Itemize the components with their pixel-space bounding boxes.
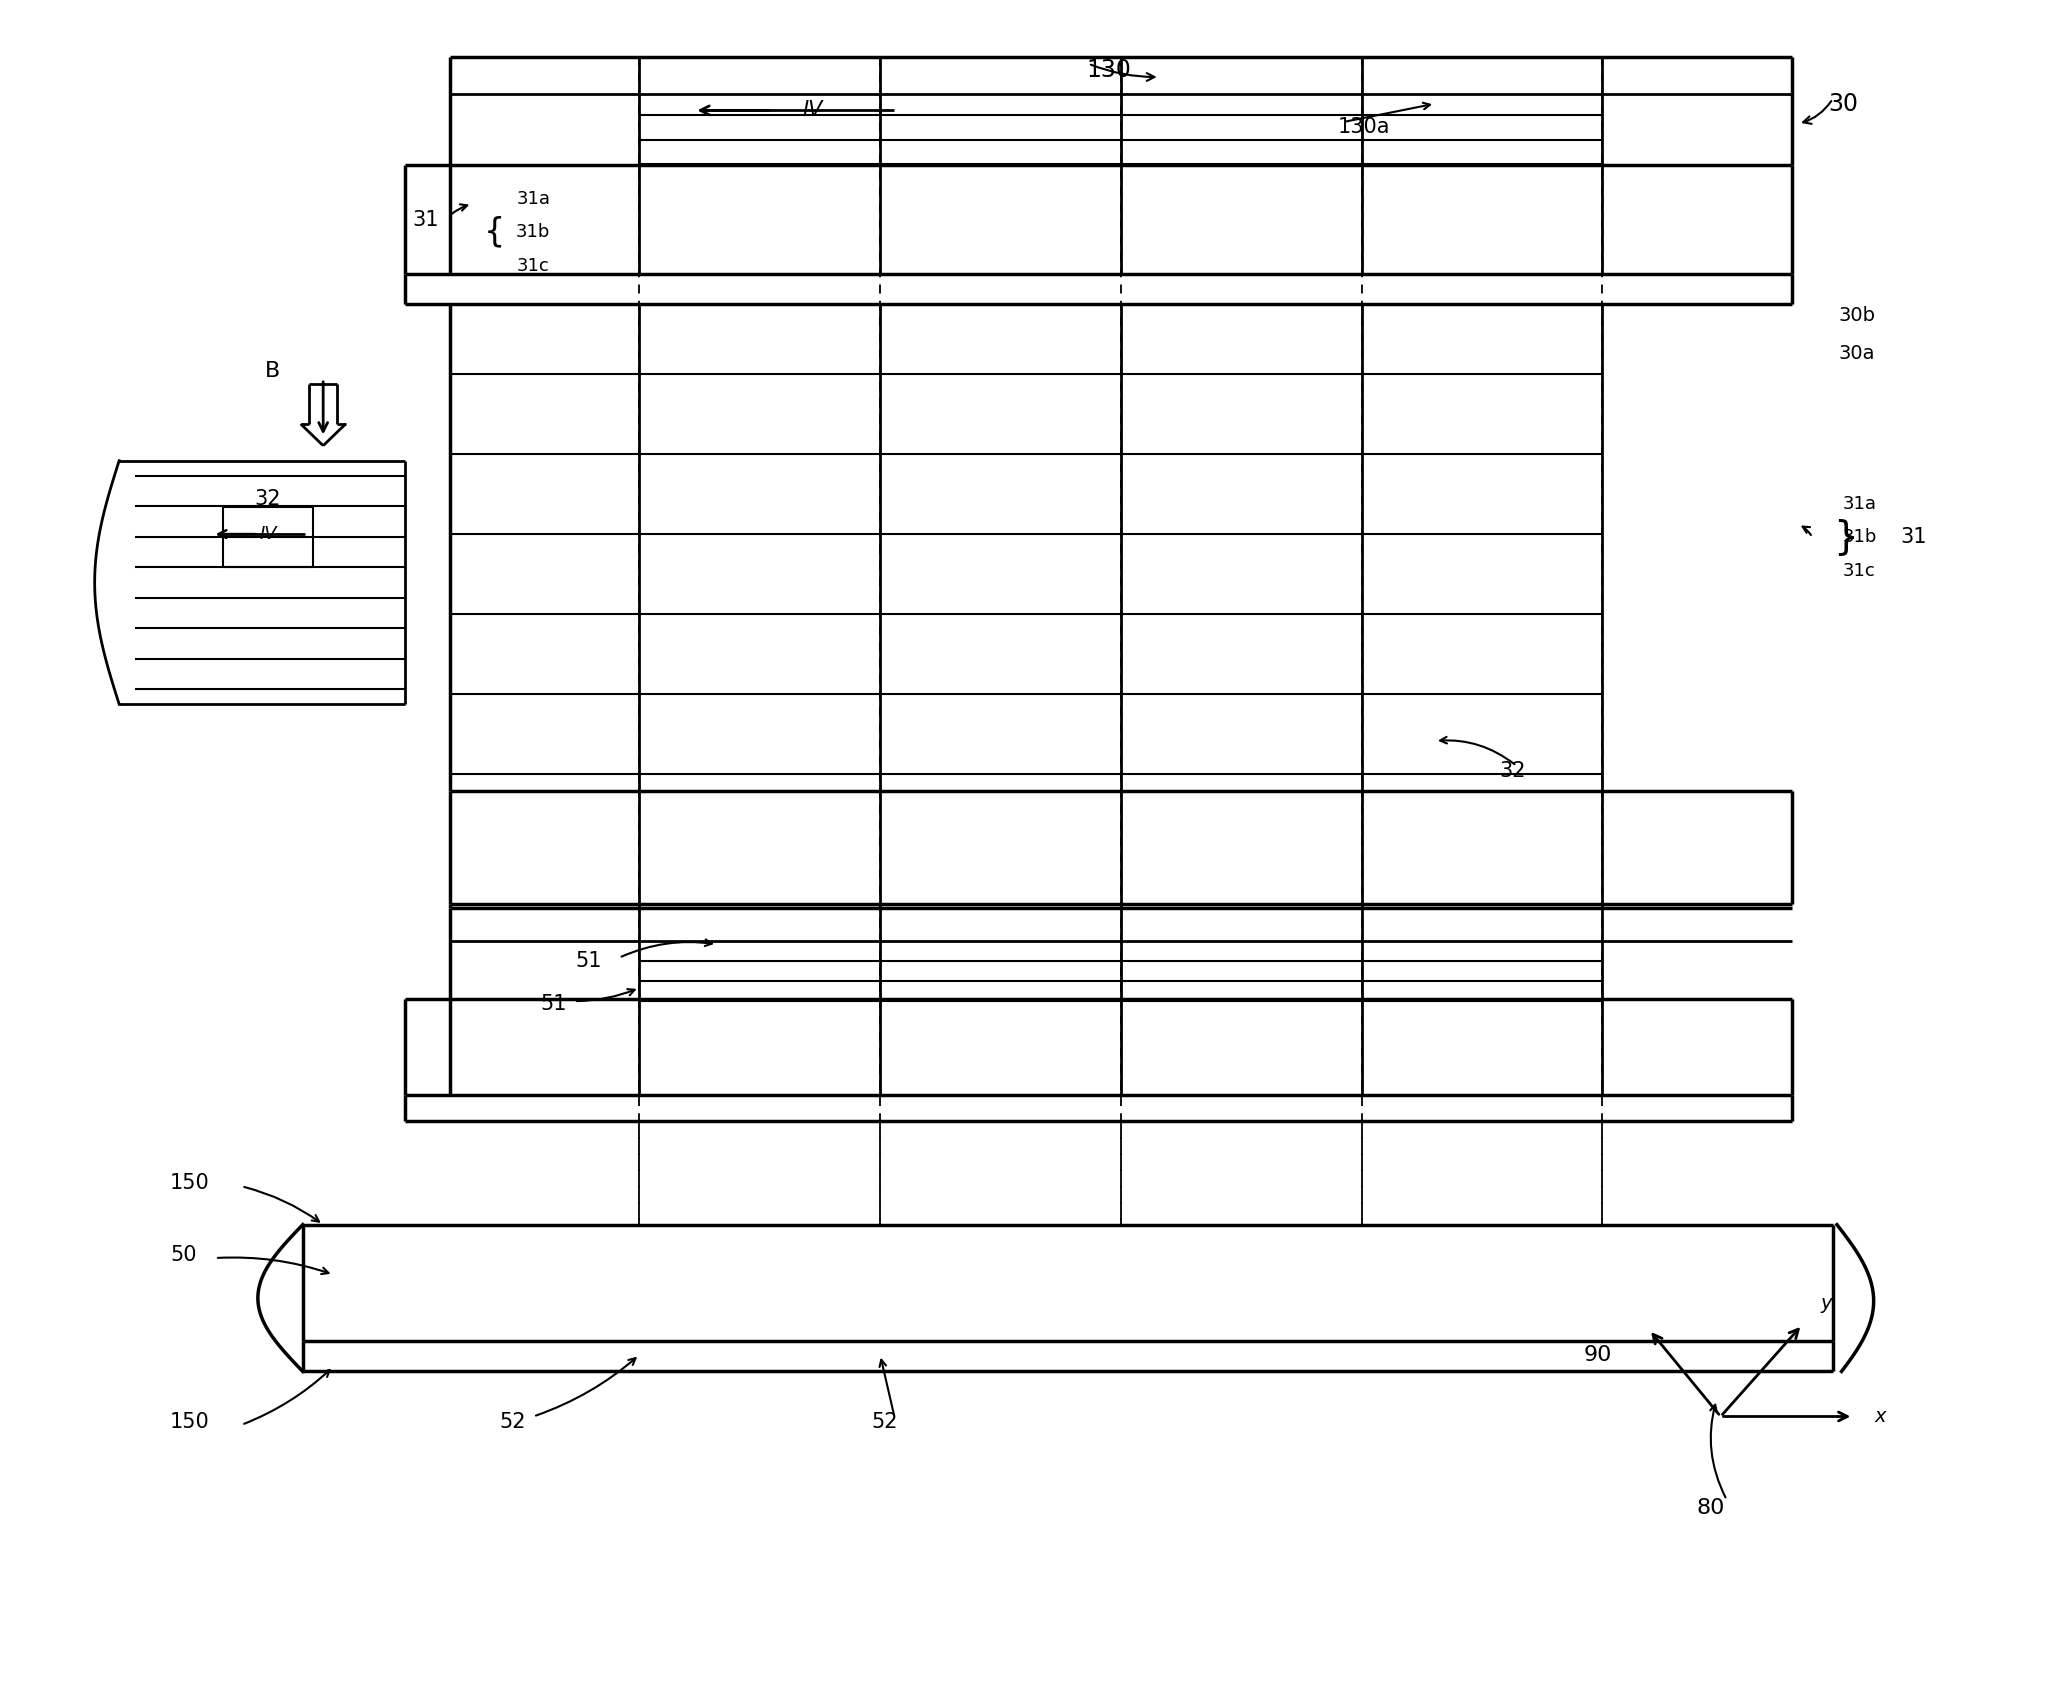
Text: x: x: [1873, 1408, 1886, 1426]
Text: 51: 51: [575, 950, 602, 971]
Text: 31b: 31b: [1842, 528, 1877, 547]
Text: 31b: 31b: [516, 224, 550, 241]
Text: 150: 150: [170, 1172, 210, 1193]
Text: 90: 90: [1584, 1346, 1612, 1364]
Text: 51: 51: [540, 994, 567, 1014]
Text: }: }: [1832, 518, 1857, 557]
Text: IV: IV: [259, 525, 277, 543]
Text: 31a: 31a: [1842, 495, 1877, 513]
Text: 31c: 31c: [518, 256, 550, 274]
Text: y: y: [1822, 1293, 1832, 1312]
Text: 30a: 30a: [1838, 345, 1875, 363]
Text: 32: 32: [1499, 760, 1526, 780]
Text: 31c: 31c: [1842, 562, 1875, 580]
Text: 52: 52: [499, 1411, 526, 1431]
Text: 52: 52: [871, 1411, 898, 1431]
Text: IV: IV: [803, 101, 824, 121]
Text: 31: 31: [1900, 528, 1927, 547]
Text: 30b: 30b: [1838, 306, 1875, 325]
Text: 30: 30: [1828, 93, 1859, 116]
Text: 31: 31: [413, 210, 438, 230]
Text: 130a: 130a: [1337, 118, 1391, 136]
Text: 50: 50: [170, 1245, 197, 1265]
Text: 80: 80: [1697, 1499, 1725, 1519]
Text: 130: 130: [1087, 59, 1132, 82]
Text: {: {: [483, 215, 505, 249]
Text: B: B: [265, 360, 279, 380]
Text: 150: 150: [170, 1411, 210, 1431]
Text: 32: 32: [255, 489, 281, 510]
Text: 31a: 31a: [516, 190, 550, 209]
